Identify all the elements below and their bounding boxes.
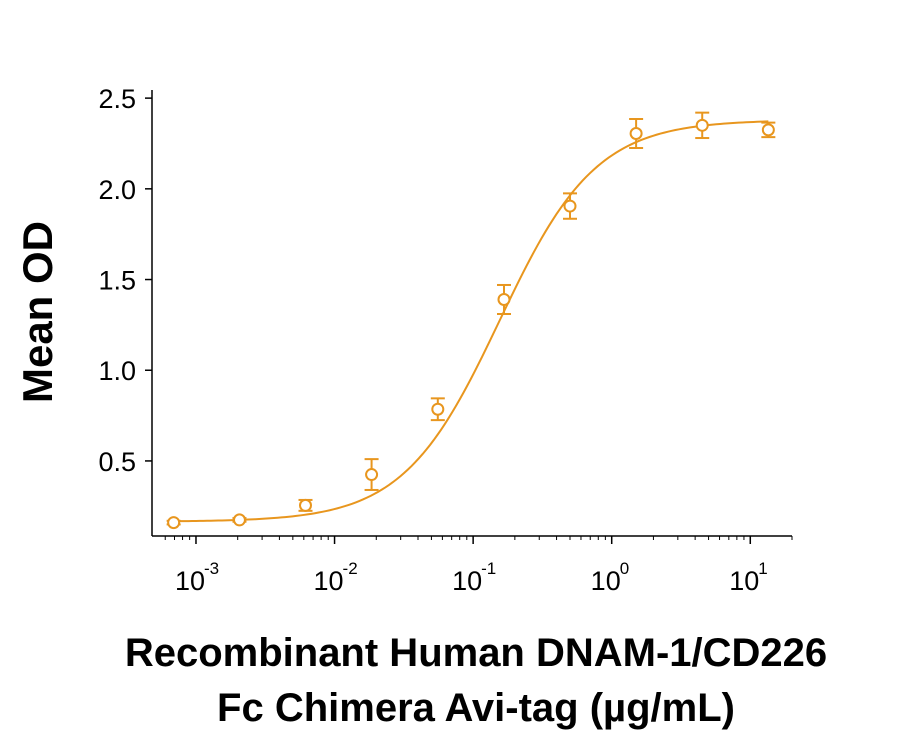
x-tick-exponent: -1 bbox=[481, 559, 496, 578]
y-tick-label: 1.5 bbox=[98, 266, 136, 296]
data-point bbox=[761, 123, 775, 137]
y-tick-label: 0.5 bbox=[98, 447, 136, 477]
y-tick-label: 1.0 bbox=[98, 356, 136, 386]
x-tick-label: 10 bbox=[175, 566, 205, 596]
x-tick-exponent: 1 bbox=[758, 559, 767, 578]
x-tick-exponent: -3 bbox=[204, 559, 219, 578]
x-tick-exponent: -2 bbox=[343, 559, 358, 578]
plot-area bbox=[166, 111, 776, 530]
x-tick-label: 10 bbox=[729, 566, 759, 596]
data-point bbox=[695, 118, 709, 132]
data-point bbox=[497, 292, 511, 306]
data-point bbox=[298, 498, 312, 512]
data-point bbox=[629, 127, 643, 141]
x-axis-title-line-2: Fc Chimera Avi-tag (µg/mL) bbox=[217, 686, 735, 730]
data-point bbox=[563, 199, 577, 213]
y-tick-label: 2.0 bbox=[98, 175, 136, 205]
x-tick-label: 10 bbox=[591, 566, 621, 596]
x-tick-label: 10 bbox=[452, 566, 482, 596]
y-tick-label: 2.5 bbox=[98, 84, 136, 114]
y-axis-title: Mean OD bbox=[14, 221, 61, 403]
y-axis: 0.5 1.0 1.5 2.0 2.5 bbox=[98, 84, 153, 536]
data-point bbox=[232, 513, 246, 527]
x-tick-label: 10 bbox=[314, 566, 344, 596]
data-point bbox=[431, 402, 445, 416]
x-axis-title-line-1: Recombinant Human DNAM-1/CD226 bbox=[125, 631, 827, 675]
data-point bbox=[167, 516, 181, 530]
data-point bbox=[365, 468, 379, 482]
x-tick-exponent: 0 bbox=[620, 559, 629, 578]
fit-curve bbox=[173, 120, 769, 523]
x-axis: 10-3 10-2 10-1 100 101 bbox=[152, 535, 793, 596]
